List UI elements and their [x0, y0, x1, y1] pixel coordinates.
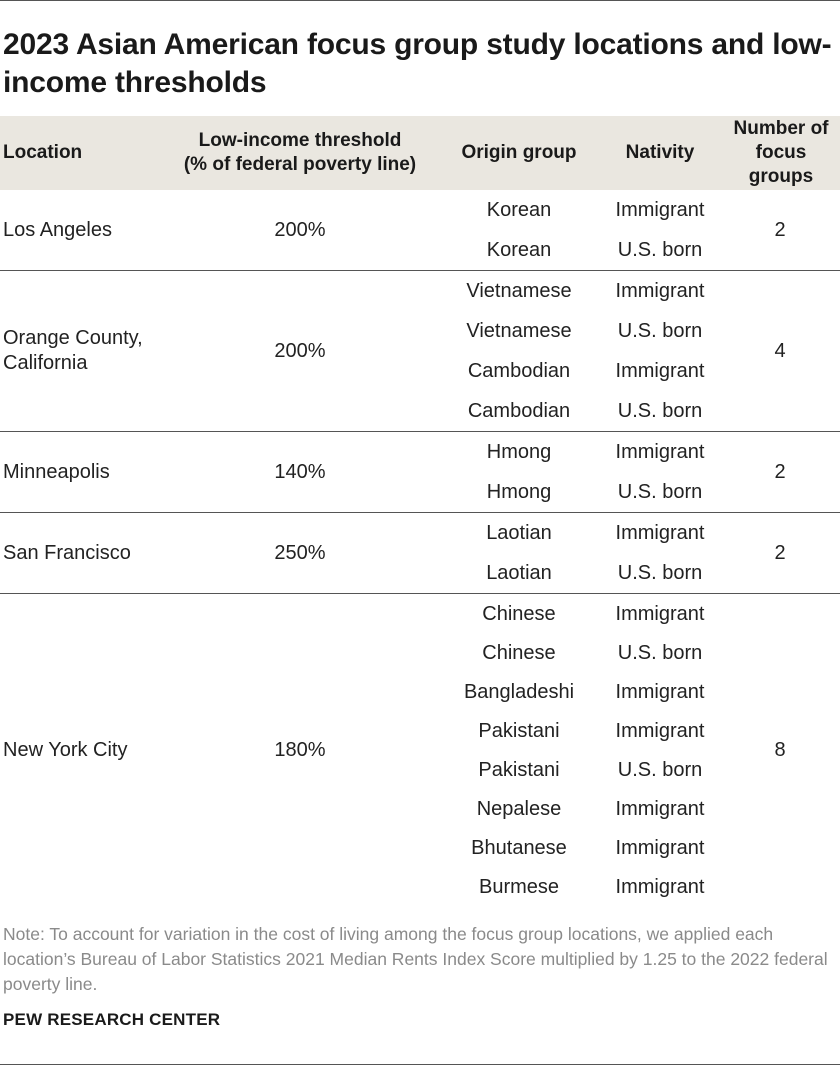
origin-cell: Bangladeshi [463, 680, 575, 703]
header-location: Location [3, 142, 83, 163]
nativity-cell: U.S. born [617, 758, 703, 781]
table-row: Burmese Immigrant [0, 867, 840, 906]
table-row: Vietnamese U.S. born [0, 311, 840, 351]
count-cell: 8 [774, 738, 786, 761]
origin-cell: Hmong [486, 440, 552, 463]
nativity-cell: U.S. born [617, 641, 703, 664]
table-row: Vietnamese Immigrant [0, 271, 840, 311]
nativity-cell: Immigrant [615, 797, 705, 820]
location-group: Minneapolis 140% 2 Hmong Immigrant Hmong U.S. … [0, 432, 840, 513]
source-label: PEW RESEARCH CENTER [3, 1010, 221, 1029]
origin-cell: Cambodian [467, 359, 571, 382]
table-row: Cambodian U.S. born [0, 391, 840, 431]
nativity-cell: Immigrant [615, 198, 705, 221]
origin-cell: Laotian [486, 521, 552, 544]
location-group: San Francisco 250% 2 Laotian Immigrant Laotia… [0, 513, 840, 594]
table-row: Korean U.S. born [0, 230, 840, 270]
nativity-cell: U.S. born [617, 561, 703, 584]
nativity-cell: Immigrant [615, 836, 705, 859]
table-row: Pakistani Immigrant [0, 711, 840, 750]
location-cell: New York City [3, 738, 128, 761]
count-cell: 4 [774, 339, 786, 362]
origin-cell: Vietnamese [466, 279, 572, 302]
nativity-cell: Immigrant [615, 521, 705, 544]
origin-cell: Korean [486, 198, 552, 221]
table-row: Cambodian Immigrant [0, 351, 840, 391]
origin-cell: Chinese [482, 602, 556, 625]
nativity-cell: Immigrant [615, 719, 705, 742]
nativity-cell: Immigrant [615, 680, 705, 703]
origin-cell: Hmong [486, 480, 552, 503]
threshold-cell: 140% [274, 460, 326, 483]
table-row: Laotian U.S. born [0, 553, 840, 593]
note: Note: To account for variation in the co… [3, 924, 828, 994]
count-cell: 2 [774, 541, 786, 564]
origin-cell: Pakistani [478, 758, 560, 781]
table-row: Chinese Immigrant [0, 594, 840, 633]
count-cell: 2 [774, 460, 786, 483]
table-row: Hmong Immigrant [0, 432, 840, 472]
nativity-cell: U.S. born [617, 238, 703, 261]
header-origin: Origin group [461, 142, 577, 163]
nativity-cell: Immigrant [615, 875, 705, 898]
origin-cell: Laotian [486, 561, 552, 584]
location-cell: Orange County, California [3, 327, 143, 374]
location-cell: San Francisco [3, 541, 131, 564]
origin-cell: Bhutanese [471, 836, 567, 859]
nativity-cell: U.S. born [617, 319, 703, 342]
table-row: Bangladeshi Immigrant [0, 672, 840, 711]
nativity-cell: Immigrant [615, 602, 705, 625]
location-group: Orange County, California 200% 4 Vietnamese… [0, 271, 840, 432]
origin-cell: Korean [486, 238, 552, 261]
table-body: Los Angeles 200% 2 Korean Immigrant Korean U.S… [0, 190, 840, 906]
threshold-cell: 180% [274, 738, 326, 761]
origin-cell: Burmese [478, 875, 560, 898]
page-title: 2023 Asian American focus group study lo… [3, 28, 832, 99]
threshold-cell: 200% [274, 218, 326, 241]
origin-cell: Chinese [482, 641, 556, 664]
table-row: Bhutanese Immigrant [0, 828, 840, 867]
threshold-cell: 250% [274, 541, 326, 564]
nativity-cell: U.S. born [617, 480, 703, 503]
nativity-cell: Immigrant [615, 279, 705, 302]
origin-cell: Nepalese [476, 797, 562, 820]
nativity-cell: Immigrant [615, 359, 705, 382]
table-row: Chinese U.S. born [0, 633, 840, 672]
header-nativity: Nativity [625, 142, 695, 163]
location-cell: Minneapolis [3, 460, 110, 483]
location-group: Los Angeles 200% 2 Korean Immigrant Korean U.S… [0, 190, 840, 271]
header-count: Number of focus groups [733, 118, 829, 187]
table-row: Hmong U.S. born [0, 472, 840, 512]
bottom-rule [0, 1064, 840, 1065]
location-group: New York City 180% 8 Chinese Immigrant Chines… [0, 594, 840, 906]
header-threshold: Low-income threshold (% of federal pover… [183, 130, 417, 175]
focus-group-table: Location Low-income threshold (% of fede… [0, 116, 840, 906]
threshold-cell: 200% [274, 339, 326, 362]
table-row: Korean Immigrant [0, 190, 840, 230]
origin-cell: Vietnamese [466, 319, 572, 342]
origin-cell: Cambodian [467, 399, 571, 422]
table-row: Nepalese Immigrant [0, 789, 840, 828]
top-rule [0, 0, 840, 1]
nativity-cell: Immigrant [615, 440, 705, 463]
origin-cell: Pakistani [478, 719, 560, 742]
count-cell: 2 [774, 218, 786, 241]
nativity-cell: U.S. born [617, 399, 703, 422]
table-row: Laotian Immigrant [0, 513, 840, 553]
location-cell: Los Angeles [3, 218, 112, 241]
table-header: Location Low-income threshold (% of fede… [0, 116, 840, 190]
table-row: Pakistani U.S. born [0, 750, 840, 789]
